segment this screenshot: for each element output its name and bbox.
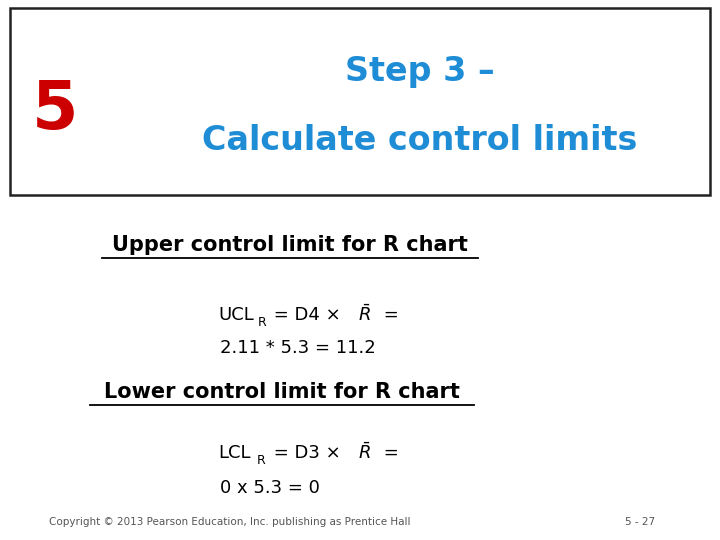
- Text: 5: 5: [32, 77, 78, 143]
- Text: $\bar{R}$: $\bar{R}$: [358, 305, 371, 325]
- Text: 2.11 * 5.3 = 11.2: 2.11 * 5.3 = 11.2: [220, 339, 376, 357]
- Text: LCL: LCL: [218, 444, 251, 462]
- Text: = D4 ×: = D4 ×: [268, 306, 346, 324]
- Text: Calculate control limits: Calculate control limits: [202, 124, 638, 157]
- Text: Upper control limit for R chart: Upper control limit for R chart: [112, 235, 468, 255]
- Text: Step 3 –: Step 3 –: [345, 56, 495, 89]
- Text: =: =: [378, 306, 399, 324]
- Text: R: R: [258, 315, 266, 328]
- Text: = D3 ×: = D3 ×: [268, 444, 346, 462]
- FancyBboxPatch shape: [10, 8, 710, 195]
- Text: R: R: [257, 454, 266, 467]
- Text: =: =: [378, 444, 399, 462]
- Text: Copyright © 2013 Pearson Education, Inc. publishing as Prentice Hall: Copyright © 2013 Pearson Education, Inc.…: [49, 517, 410, 527]
- Text: Lower control limit for R chart: Lower control limit for R chart: [104, 382, 460, 402]
- Text: 5 - 27: 5 - 27: [625, 517, 655, 527]
- Text: UCL: UCL: [218, 306, 253, 324]
- Text: 0 x 5.3 = 0: 0 x 5.3 = 0: [220, 479, 320, 497]
- Text: $\bar{R}$: $\bar{R}$: [358, 443, 371, 463]
